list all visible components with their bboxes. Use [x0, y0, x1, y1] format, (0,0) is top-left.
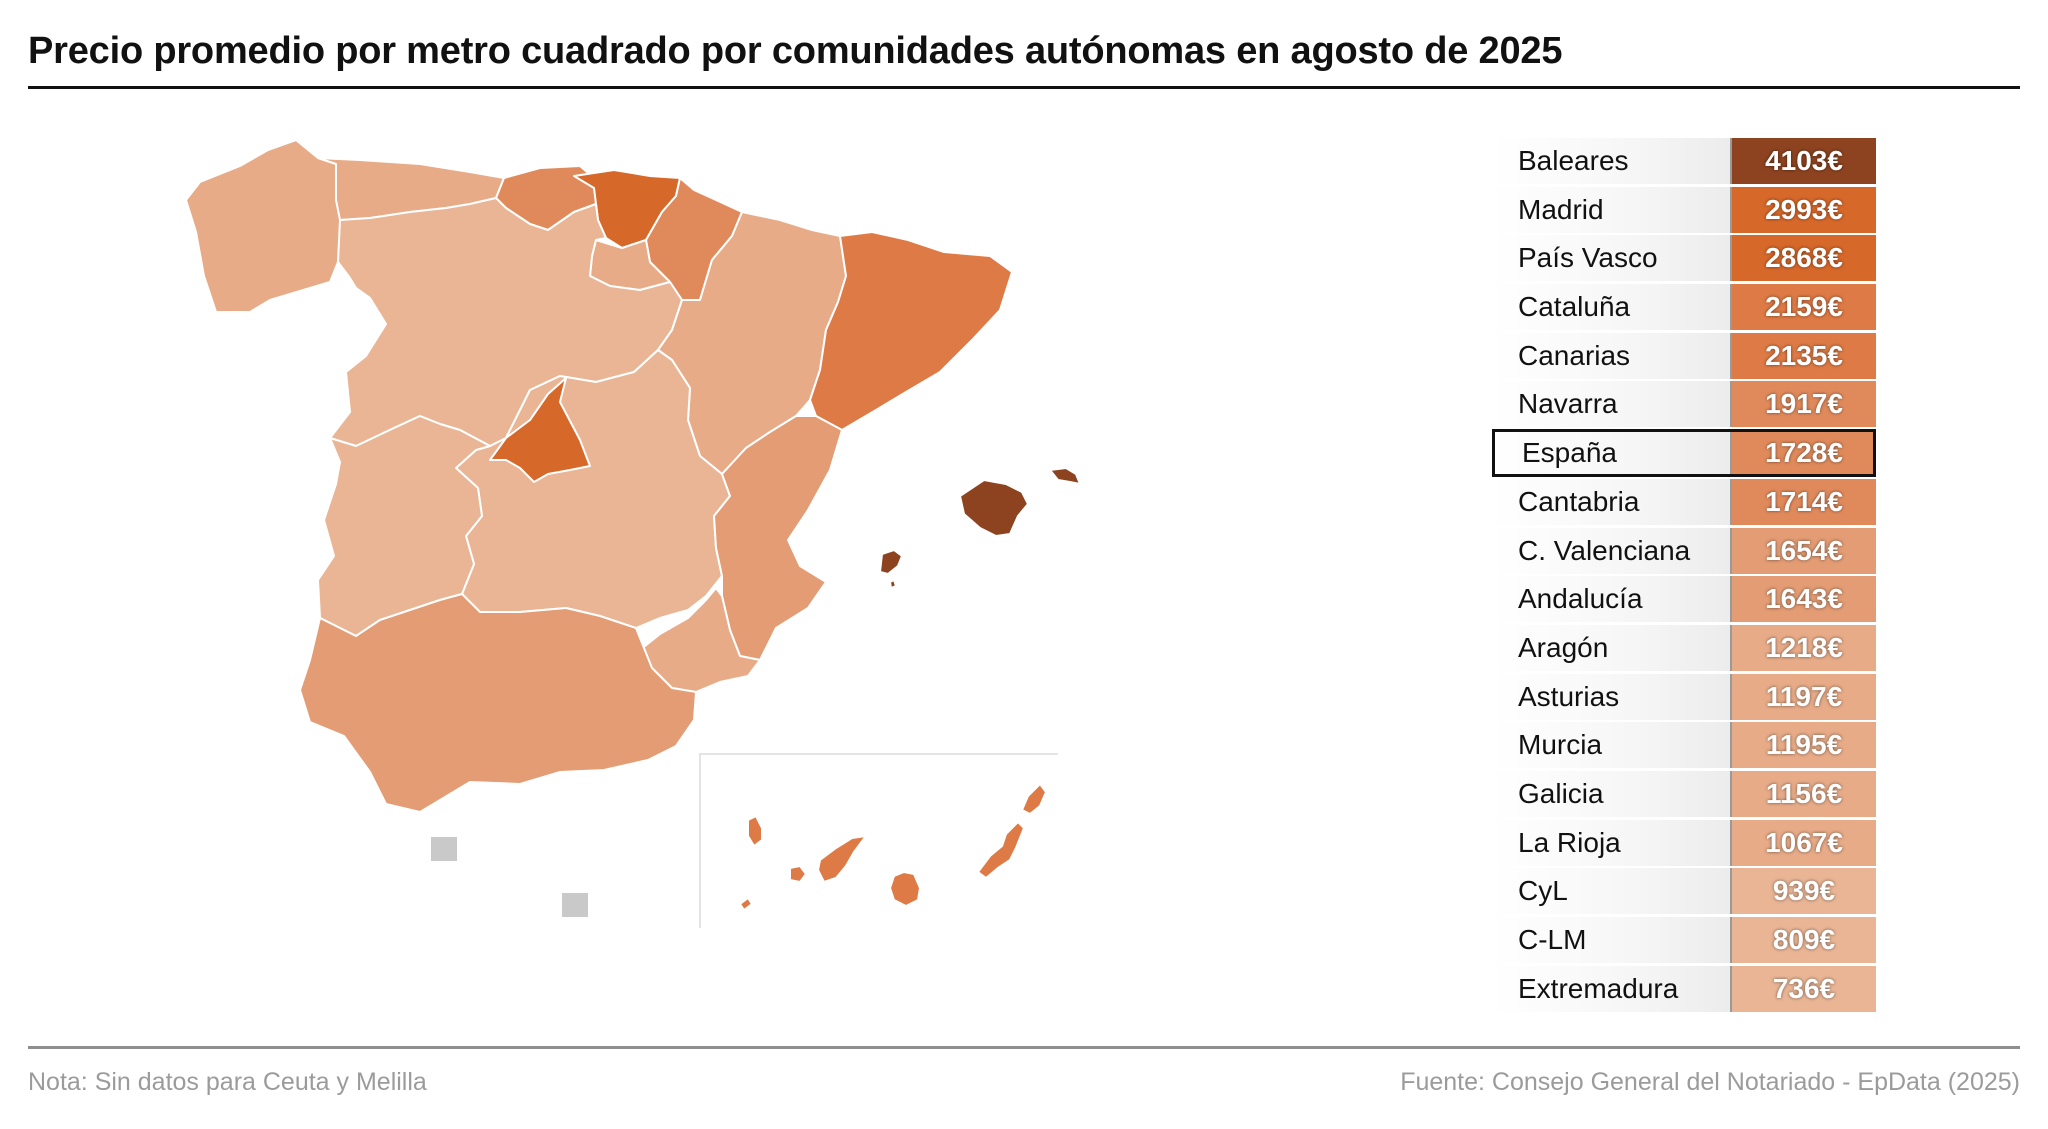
ranking-price: 939€ — [1732, 868, 1876, 915]
ranking-price: 1917€ — [1732, 381, 1876, 428]
ranking-row: Madrid 2993€ — [1492, 186, 1876, 233]
ranking-region-name: C-LM — [1492, 917, 1732, 963]
ranking-table: Baleares 4103€ Madrid 2993€ País Vasco 2868€ C… — [1492, 138, 1876, 1014]
region-valenciana[interactable] — [713, 415, 843, 661]
ranking-row: CyL 939€ — [1492, 868, 1876, 915]
region-cataluna[interactable] — [809, 231, 1013, 431]
ranking-row: Extremadura 736€ — [1492, 965, 1876, 1012]
ranking-region-name: C. Valenciana — [1492, 527, 1732, 574]
ranking-price: 1218€ — [1732, 624, 1876, 671]
ranking-price: 1067€ — [1732, 819, 1876, 866]
ranking-region-name: Canarias — [1492, 332, 1732, 379]
ranking-price: 2868€ — [1732, 235, 1876, 282]
ranking-price: 1654€ — [1732, 527, 1876, 574]
region-andalucia[interactable] — [299, 593, 697, 813]
ranking-row: Baleares 4103€ — [1492, 138, 1876, 184]
ranking-price: 1197€ — [1732, 673, 1876, 720]
ranking-price: 736€ — [1732, 965, 1876, 1012]
ranking-row: Asturias 1197€ — [1492, 673, 1876, 720]
region-canarias[interactable] — [739, 783, 1047, 911]
ranking-price: 1714€ — [1732, 478, 1876, 525]
region-ceuta[interactable] — [431, 837, 457, 861]
ranking-region-name: CyL — [1492, 868, 1732, 915]
title-divider — [28, 86, 2020, 89]
ranking-row: Andalucía 1643€ — [1492, 576, 1876, 623]
ranking-row: País Vasco 2868€ — [1492, 235, 1876, 282]
ranking-region-name: Asturias — [1492, 673, 1732, 720]
source-credit: Fuente: Consejo General del Notariado - … — [1400, 1068, 2020, 1096]
ranking-row: C-LM 809€ — [1492, 917, 1876, 963]
ranking-region-name: Navarra — [1492, 381, 1732, 428]
ranking-region-name: País Vasco — [1492, 235, 1732, 282]
ranking-region-name: Galicia — [1492, 770, 1732, 817]
ranking-region-name: Cataluña — [1492, 284, 1732, 331]
ranking-row: Navarra 1917€ — [1492, 381, 1876, 428]
ranking-region-name: Aragón — [1492, 624, 1732, 671]
ranking-price: 1156€ — [1732, 770, 1876, 817]
ranking-region-name: Murcia — [1492, 722, 1732, 769]
spain-map — [185, 139, 1081, 928]
ranking-price: 2135€ — [1732, 332, 1876, 379]
ranking-price: 809€ — [1732, 917, 1876, 963]
canarias-inset-frame — [699, 753, 1058, 928]
ranking-price: 1728€ — [1732, 430, 1876, 477]
region-madrid[interactable] — [489, 377, 591, 483]
region-galicia[interactable] — [185, 139, 347, 313]
footer-divider — [28, 1046, 2020, 1049]
ranking-price: 4103€ — [1732, 138, 1876, 184]
chart-title: Precio promedio por metro cuadrado por c… — [28, 30, 1563, 72]
ranking-region-name: La Rioja — [1492, 819, 1732, 866]
ranking-region-name: Andalucía — [1492, 576, 1732, 623]
ranking-row: Canarias 2135€ — [1492, 332, 1876, 379]
ranking-price: 1195€ — [1732, 722, 1876, 769]
ranking-price: 2993€ — [1732, 186, 1876, 233]
footnote: Nota: Sin datos para Ceuta y Melilla — [28, 1068, 427, 1096]
region-baleares[interactable] — [879, 467, 1081, 589]
region-extremadura[interactable] — [317, 415, 491, 637]
region-melilla[interactable] — [562, 893, 588, 917]
ranking-region-name: Madrid — [1492, 186, 1732, 233]
ranking-region-name: Cantabria — [1492, 478, 1732, 525]
ranking-region-name: Extremadura — [1492, 965, 1732, 1012]
ranking-row: Cantabria 1714€ — [1492, 478, 1876, 525]
ranking-row: La Rioja 1067€ — [1492, 819, 1876, 866]
ranking-region-name: Baleares — [1492, 138, 1732, 184]
ranking-price: 1643€ — [1732, 576, 1876, 623]
ranking-price: 2159€ — [1732, 284, 1876, 331]
ranking-row: Aragón 1218€ — [1492, 624, 1876, 671]
ranking-row: Murcia 1195€ — [1492, 722, 1876, 769]
ranking-region-name: España — [1492, 430, 1732, 477]
ranking-row: C. Valenciana 1654€ — [1492, 527, 1876, 574]
ranking-row: España 1728€ — [1492, 429, 1876, 478]
ranking-row: Galicia 1156€ — [1492, 770, 1876, 817]
ranking-row: Cataluña 2159€ — [1492, 284, 1876, 331]
